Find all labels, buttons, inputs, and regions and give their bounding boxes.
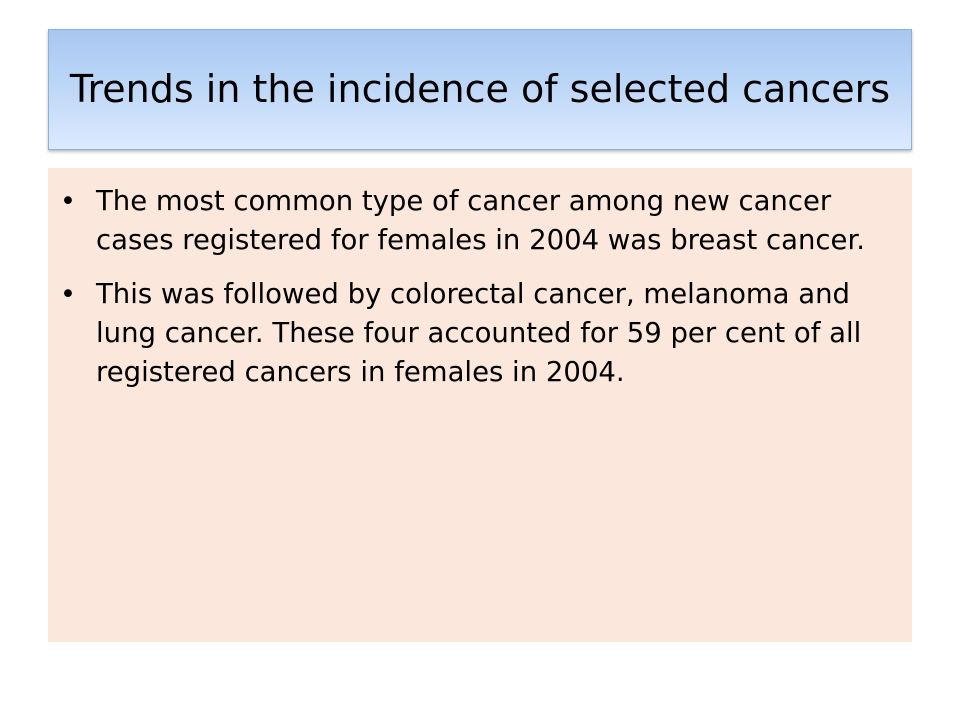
bullet-text: This was followed by colorectal cancer, … bbox=[96, 278, 862, 388]
bullet-list: • The most common type of cancer among n… bbox=[48, 182, 868, 407]
bullet-text: The most common type of cancer among new… bbox=[96, 185, 865, 256]
bullet-icon: • bbox=[60, 279, 76, 310]
bullet-item: • The most common type of cancer among n… bbox=[48, 182, 868, 260]
bullet-item: • This was followed by colorectal cancer… bbox=[48, 275, 868, 392]
title-box: Trends in the incidence of selected canc… bbox=[48, 29, 912, 150]
slide-title: Trends in the incidence of selected canc… bbox=[69, 67, 891, 111]
content-box: • The most common type of cancer among n… bbox=[48, 168, 912, 642]
bullet-icon: • bbox=[60, 186, 76, 217]
